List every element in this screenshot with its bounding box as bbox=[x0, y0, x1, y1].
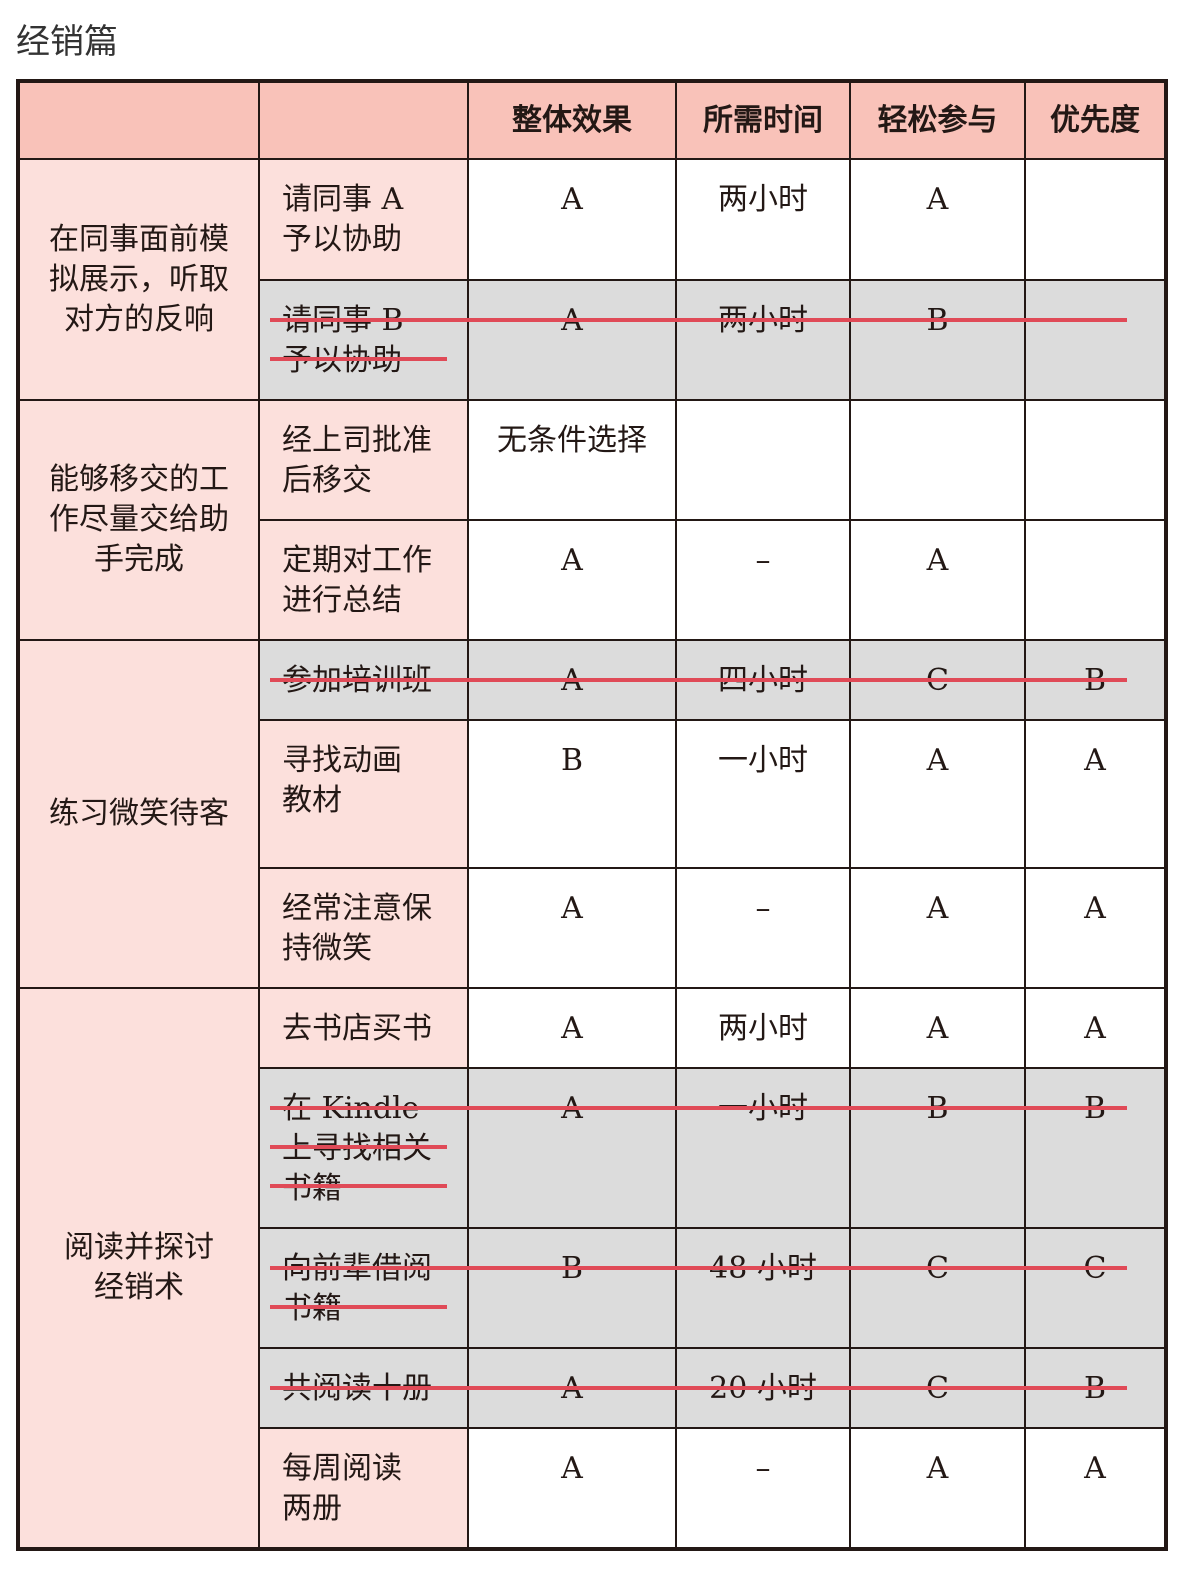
rating-cell: 两小时 bbox=[675, 279, 851, 401]
group-label: 在同事面前模 拟展示，听取 对方的反响 bbox=[17, 158, 260, 401]
rating-cell: A bbox=[1024, 1427, 1167, 1550]
rating-cell: C bbox=[849, 1227, 1026, 1349]
rating-cell: A bbox=[467, 987, 677, 1069]
rating-cell: B bbox=[849, 1067, 1026, 1229]
rating-cell: A bbox=[849, 519, 1026, 641]
rating-cell: C bbox=[1024, 1227, 1167, 1349]
action-item: 去书店买书 bbox=[258, 987, 469, 1069]
table-row: 定期对工作 进行总结 A – A bbox=[18, 519, 1167, 641]
rating-cell: 两小时 bbox=[675, 158, 851, 281]
strikethrough-line bbox=[270, 678, 1127, 682]
rating-cell: A bbox=[467, 1427, 677, 1550]
rating-cell: A bbox=[1024, 867, 1167, 989]
rating-cell: 一小时 bbox=[675, 719, 851, 869]
rating-cell: – bbox=[675, 519, 851, 641]
page-title: 经销篇 bbox=[16, 22, 118, 62]
rating-cell: B bbox=[1024, 1067, 1167, 1229]
rating-cell: A bbox=[467, 1067, 677, 1229]
table-row: 阅读并探讨 经销术 去书店买书 A 两小时 A A bbox=[17, 987, 1167, 1550]
rating-cell: A bbox=[849, 158, 1026, 281]
strikethrough-line bbox=[270, 1106, 1127, 1110]
rating-cell: A bbox=[849, 1427, 1026, 1550]
rating-cell bbox=[849, 399, 1026, 521]
action-item: 经常注意保 持微笑 bbox=[258, 867, 469, 989]
rating-cell: 无条件选择 bbox=[467, 399, 677, 521]
table-row: 在同事面前模 拟展示，听取 对方的反响 请同事 A 予以协助 A 两小时 A bbox=[17, 158, 1167, 401]
rating-cell: A bbox=[467, 279, 677, 401]
action-item: 请同事 B 予以协助 bbox=[258, 279, 469, 401]
rating-cell: A bbox=[849, 987, 1026, 1069]
group-label: 练习微笑待客 bbox=[17, 639, 260, 989]
table-row: 寻找动画 教材 B 一小时 A A bbox=[18, 719, 1167, 869]
rating-cell: A bbox=[1024, 719, 1167, 869]
column-header bbox=[258, 80, 469, 160]
rating-cell: 48 小时 bbox=[675, 1227, 851, 1349]
strikethrough-line bbox=[270, 1305, 447, 1309]
rating-cell: A bbox=[467, 519, 677, 641]
strikethrough-line bbox=[270, 1266, 1127, 1270]
table-row: 每周阅读 两册 A – A A bbox=[18, 1427, 1167, 1550]
plan-table: 整体效果 所需时间 轻松参与 优先度 在同事面前模 拟展示，听取 对方的反响 请同事 A … bbox=[16, 79, 1168, 1551]
table-row: 在 Kindle 上寻找相关 书籍A一小时BB bbox=[18, 1067, 1167, 1229]
rating-cell: 两小时 bbox=[675, 987, 851, 1069]
action-item: 经上司批准 后移交 bbox=[258, 399, 469, 521]
column-header: 优先度 bbox=[1024, 80, 1167, 160]
action-item: 每周阅读 两册 bbox=[258, 1427, 469, 1550]
rating-cell: B bbox=[467, 1227, 677, 1349]
column-header: 整体效果 bbox=[467, 80, 677, 160]
rating-cell bbox=[1024, 279, 1167, 401]
rating-cell: – bbox=[675, 1427, 851, 1550]
group-label: 能够移交的工 作尽量交给助 手完成 bbox=[17, 399, 260, 641]
action-item: 寻找动画 教材 bbox=[258, 719, 469, 869]
rating-cell: A bbox=[467, 867, 677, 989]
column-header: 所需时间 bbox=[675, 80, 851, 160]
rating-cell: A bbox=[1024, 987, 1167, 1069]
strikethrough-line bbox=[270, 318, 1127, 322]
rating-cell bbox=[1024, 519, 1167, 641]
column-header bbox=[17, 80, 260, 160]
table-row: 能够移交的工 作尽量交给助 手完成 经上司批准 后移交 无条件选择 bbox=[17, 399, 1167, 641]
group-label: 阅读并探讨 经销术 bbox=[17, 987, 260, 1550]
table-row: 经常注意保 持微笑 A – A A bbox=[18, 867, 1167, 989]
action-item: 请同事 A 予以协助 bbox=[258, 158, 469, 281]
action-item: 向前辈借阅 书籍 bbox=[258, 1227, 469, 1349]
column-header: 轻松参与 bbox=[849, 80, 1026, 160]
rating-cell bbox=[1024, 399, 1167, 521]
rating-cell bbox=[1024, 158, 1167, 281]
strikethrough-line bbox=[270, 1386, 1127, 1390]
header-row: 整体效果 所需时间 轻松参与 优先度 bbox=[17, 80, 1167, 160]
strikethrough-line bbox=[270, 357, 447, 361]
rating-cell: A bbox=[467, 158, 677, 281]
rating-cell: A bbox=[849, 719, 1026, 869]
strikethrough-line bbox=[270, 1184, 447, 1188]
table-row: 向前辈借阅 书籍B48 小时CC bbox=[18, 1227, 1167, 1349]
rating-cell: – bbox=[675, 867, 851, 989]
rating-cell: B bbox=[849, 279, 1026, 401]
action-item: 定期对工作 进行总结 bbox=[258, 519, 469, 641]
rating-cell bbox=[675, 399, 851, 521]
rating-cell: A bbox=[849, 867, 1026, 989]
rating-cell: 一小时 bbox=[675, 1067, 851, 1229]
plan-table-container: 整体效果 所需时间 轻松参与 优先度 在同事面前模 拟展示，听取 对方的反响 请同事 A … bbox=[16, 79, 1168, 1551]
rating-cell: B bbox=[467, 719, 677, 869]
strikethrough-line bbox=[270, 1145, 447, 1149]
